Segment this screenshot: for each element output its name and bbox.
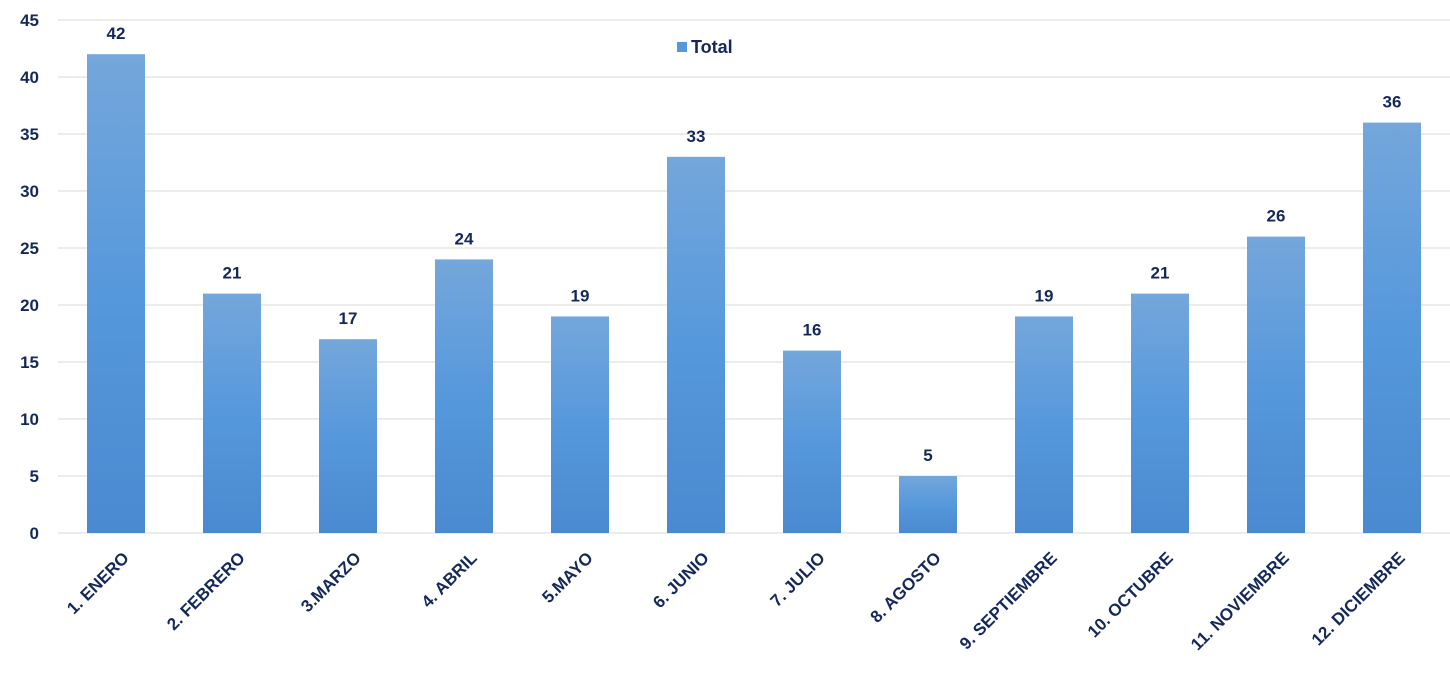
bar[interactable] — [551, 316, 609, 533]
data-labels: 42 21 17 24 19 33 16 5 19 21 26 36 — [107, 24, 1402, 465]
x-tick-label: 7. JULIO — [767, 548, 829, 610]
y-tick-label: 40 — [20, 68, 39, 87]
y-tick-label: 45 — [20, 11, 39, 30]
bar[interactable] — [87, 54, 145, 533]
y-axis-tick-labels: 0 5 10 15 20 25 30 35 40 45 — [20, 11, 39, 543]
data-label: 5 — [923, 446, 932, 465]
x-tick-label: 3.MARZO — [297, 548, 365, 616]
y-tick-label: 10 — [20, 410, 39, 429]
data-label: 16 — [803, 321, 822, 340]
legend-swatch — [677, 42, 687, 52]
y-tick-label: 5 — [30, 467, 39, 486]
bar[interactable] — [783, 350, 841, 533]
x-tick-label: 1. ENERO — [63, 548, 133, 618]
data-label: 42 — [107, 24, 126, 43]
data-label: 17 — [339, 309, 358, 328]
x-axis-tick-labels: 1. ENERO 2. FEBRERO 3.MARZO 4. ABRIL 5.MAYO 6… — [63, 548, 1409, 654]
x-tick-label: 8. AGOSTO — [867, 548, 945, 626]
bar[interactable] — [435, 259, 493, 533]
bar[interactable] — [1247, 236, 1305, 533]
y-tick-label: 30 — [20, 182, 39, 201]
data-label: 33 — [687, 127, 706, 146]
gridlines — [58, 19, 1450, 534]
bar[interactable] — [1363, 122, 1421, 533]
y-tick-label: 20 — [20, 296, 39, 315]
y-tick-label: 0 — [30, 524, 39, 543]
bar[interactable] — [203, 293, 261, 533]
legend[interactable]: Total — [677, 37, 733, 57]
data-label: 24 — [455, 229, 474, 248]
data-label: 36 — [1383, 93, 1402, 112]
data-label: 21 — [1151, 264, 1170, 283]
data-label: 19 — [571, 286, 590, 305]
data-label: 21 — [223, 264, 242, 283]
legend-label: Total — [691, 37, 733, 57]
bar[interactable] — [1015, 316, 1073, 533]
bar[interactable] — [667, 156, 725, 534]
x-tick-label: 2. FEBRERO — [163, 548, 249, 634]
x-tick-label: 10. OCTUBRE — [1084, 548, 1177, 641]
y-tick-label: 35 — [20, 125, 39, 144]
y-tick-label: 25 — [20, 239, 39, 258]
x-tick-label: 6. JUNIO — [649, 548, 713, 612]
data-label: 19 — [1035, 286, 1054, 305]
bar[interactable] — [899, 476, 957, 533]
x-tick-label: 9. SEPTIEMBRE — [956, 548, 1061, 653]
x-tick-label: 4. ABRIL — [418, 548, 481, 611]
x-tick-label: 5.MAYO — [538, 548, 596, 606]
x-tick-label: 11. NOVIEMBRE — [1187, 548, 1293, 654]
x-tick-label: 12. DICIEMBRE — [1308, 548, 1409, 649]
bar[interactable] — [1131, 293, 1189, 533]
bars — [87, 54, 1421, 534]
bar[interactable] — [319, 339, 377, 533]
y-tick-label: 15 — [20, 353, 39, 372]
data-label: 26 — [1267, 207, 1286, 226]
